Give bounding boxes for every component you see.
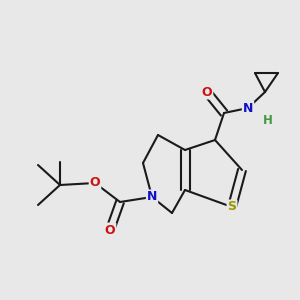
Text: N: N <box>243 101 253 115</box>
Text: O: O <box>105 224 115 236</box>
Text: O: O <box>202 85 212 98</box>
Text: N: N <box>147 190 157 203</box>
Text: S: S <box>227 200 236 214</box>
Text: O: O <box>90 176 100 190</box>
Text: H: H <box>263 113 273 127</box>
